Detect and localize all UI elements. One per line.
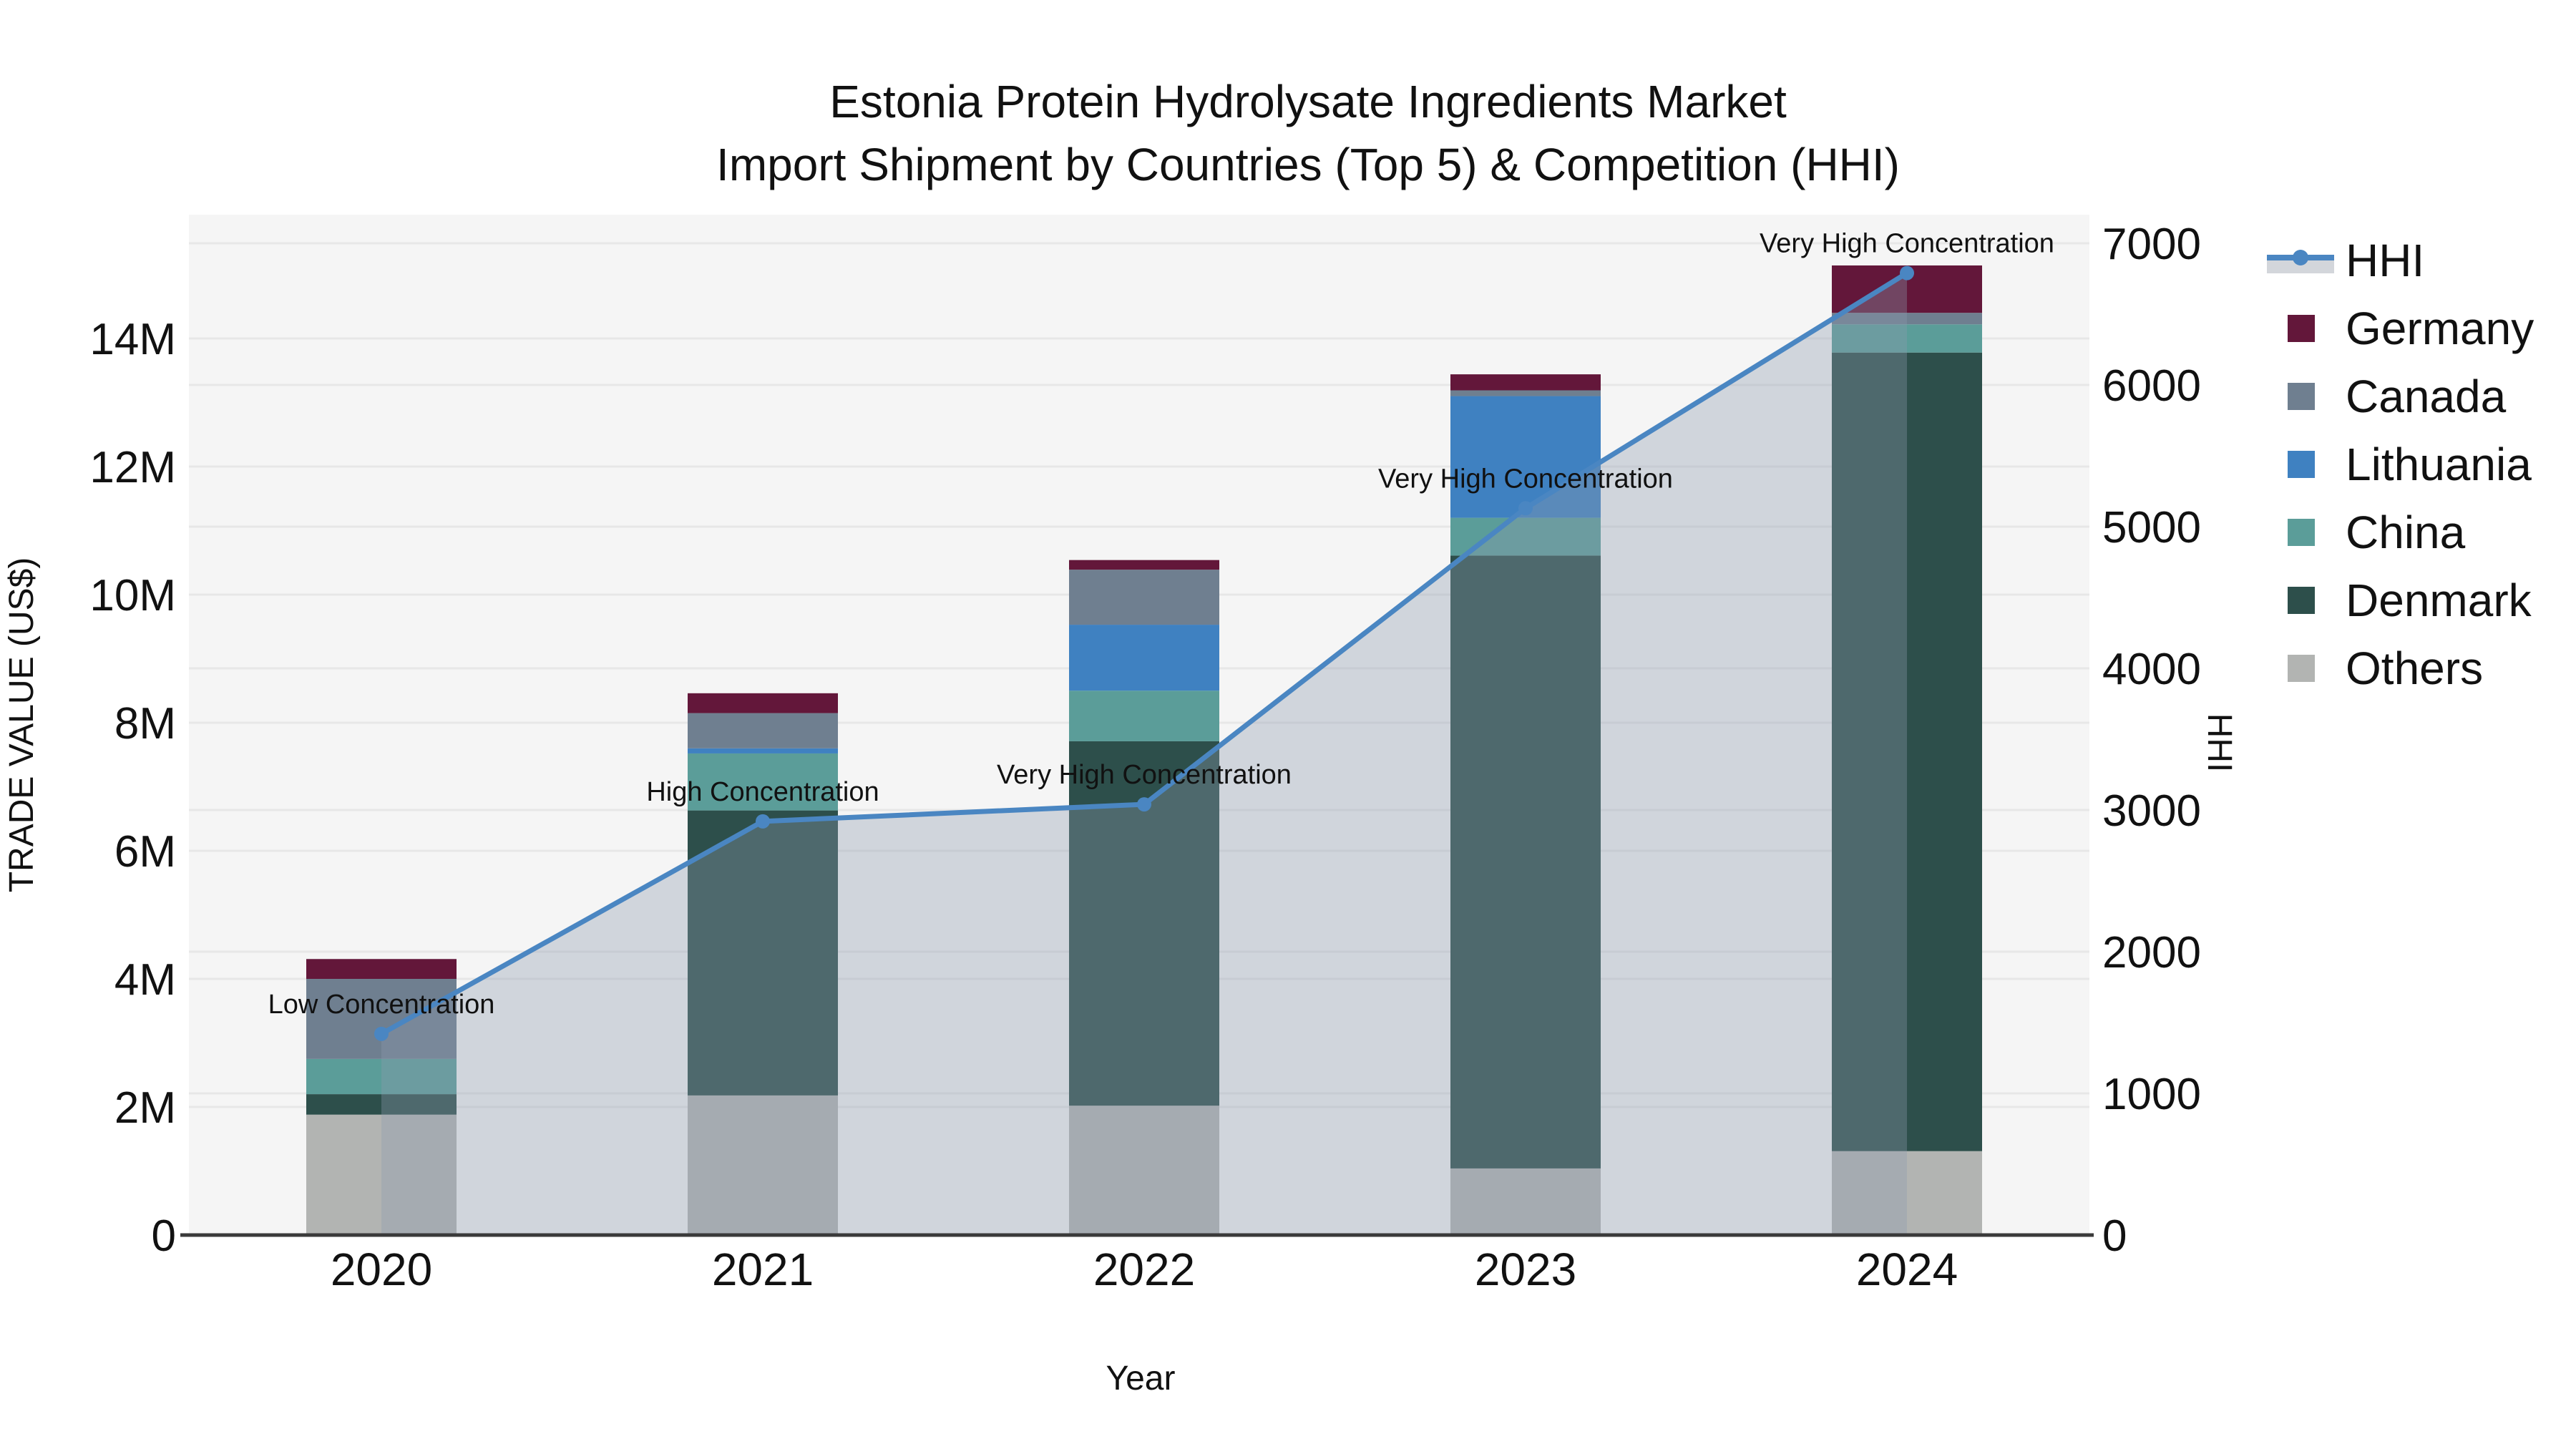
y-left-tick-10M: 10M — [89, 571, 176, 620]
y-left-tick-2M: 2M — [114, 1083, 176, 1133]
hhi-marker-2021[interactable] — [756, 814, 770, 829]
bar-segment-germany-2021[interactable] — [688, 693, 838, 713]
annotation-2024: Very High Concentration — [1760, 229, 2054, 259]
annotation-2021: High Concentration — [646, 777, 879, 807]
legend-label-others: Others — [2346, 642, 2484, 694]
bar-segment-china-2024[interactable] — [1832, 324, 1982, 353]
bar-segment-others-2021[interactable] — [688, 1095, 838, 1235]
legend-label-denmark: Denmark — [2346, 574, 2532, 626]
y-right-tick-5000: 5000 — [2102, 503, 2201, 552]
y-left-tick-4M: 4M — [114, 955, 176, 1005]
bar-segment-others-2024[interactable] — [1832, 1151, 1982, 1235]
bar-segment-others-2022[interactable] — [1069, 1106, 1219, 1235]
y-left-tick-12M: 12M — [89, 443, 176, 492]
bar-segment-denmark-2023[interactable] — [1450, 555, 1601, 1169]
germany-swatch-icon — [2288, 314, 2315, 342]
legend-label-germany: Germany — [2346, 302, 2534, 354]
hhi-marker-2022[interactable] — [1137, 797, 1151, 812]
bar-segment-lithuania-2023[interactable] — [1450, 396, 1601, 518]
bar-segment-denmark-2020[interactable] — [306, 1094, 457, 1115]
y-right-tick-3000: 3000 — [2102, 786, 2201, 836]
annotation-2020: Low Concentration — [268, 990, 495, 1020]
bar-segment-germany-2020[interactable] — [306, 959, 457, 979]
annotation-2022: Very High Concentration — [997, 760, 1292, 790]
others-swatch-icon — [2288, 654, 2315, 682]
bar-segment-lithuania-2021[interactable] — [688, 748, 838, 753]
x-tick-2023: 2023 — [1475, 1244, 1576, 1295]
y-right-tick-0: 0 — [2102, 1211, 2127, 1261]
y-right-tick-2000: 2000 — [2102, 928, 2201, 977]
y-right-tick-4000: 4000 — [2102, 645, 2201, 694]
bar-segment-canada-2021[interactable] — [688, 713, 838, 748]
denmark-swatch-icon — [2288, 586, 2315, 614]
lithuania-swatch-icon — [2288, 450, 2315, 478]
hhi-marker-2024[interactable] — [1900, 265, 1914, 280]
y-left-axis-title: TRADE VALUE (US$) — [3, 557, 41, 893]
y-left-tick-6M: 6M — [114, 827, 176, 877]
x-tick-2022: 2022 — [1093, 1244, 1195, 1295]
bar-segment-china-2020[interactable] — [306, 1058, 457, 1095]
legend-label-hhi: HHI — [2346, 234, 2425, 286]
legend-item-hhi[interactable]: HHI — [2261, 226, 2534, 294]
x-tick-2021: 2021 — [712, 1244, 814, 1295]
bar-segment-denmark-2024[interactable] — [1832, 352, 1982, 1151]
y-right-tick-6000: 6000 — [2102, 361, 2201, 411]
bar-segment-canada-2022[interactable] — [1069, 570, 1219, 625]
bar-segment-germany-2023[interactable] — [1450, 374, 1601, 391]
bar-segment-lithuania-2022[interactable] — [1069, 625, 1219, 691]
x-tick-2020: 2020 — [331, 1244, 432, 1295]
legend-label-canada: Canada — [2346, 370, 2507, 422]
hhi-line-swatch-icon — [2261, 243, 2336, 278]
legend-item-others[interactable]: Others — [2261, 634, 2534, 702]
chart-title: Estonia Protein Hydrolysate Ingredients … — [40, 70, 2576, 196]
bar-segment-canada-2020[interactable] — [306, 979, 457, 1059]
legend-item-china[interactable]: China — [2261, 498, 2534, 566]
bar-segment-others-2023[interactable] — [1450, 1168, 1601, 1235]
legend-item-canada[interactable]: Canada — [2261, 362, 2534, 430]
canada-swatch-icon — [2288, 382, 2315, 410]
y-right-axis-title: HHI — [2200, 713, 2238, 773]
y-left-tick-14M: 14M — [89, 315, 176, 364]
bar-segment-canada-2024[interactable] — [1832, 313, 1982, 325]
annotation-2023: Very High Concentration — [1378, 464, 1673, 494]
y-left-tick-0: 0 — [152, 1211, 176, 1261]
legend-label-lithuania: Lithuania — [2346, 438, 2532, 490]
x-axis-title: Year — [1106, 1360, 1176, 1397]
bar-segment-denmark-2021[interactable] — [688, 810, 838, 1096]
chart-title-line2: Import Shipment by Countries (Top 5) & C… — [716, 139, 1900, 190]
legend-item-denmark[interactable]: Denmark — [2261, 566, 2534, 634]
legend-item-lithuania[interactable]: Lithuania — [2261, 430, 2534, 498]
y-left-tick-8M: 8M — [114, 699, 176, 748]
bar-segment-china-2022[interactable] — [1069, 691, 1219, 741]
bar-segment-germany-2022[interactable] — [1069, 560, 1219, 570]
legend-label-china: China — [2346, 506, 2466, 558]
hhi-marker-2023[interactable] — [1518, 501, 1533, 516]
bar-segment-china-2021[interactable] — [688, 753, 838, 811]
china-swatch-icon — [2288, 518, 2315, 546]
y-right-tick-1000: 1000 — [2102, 1070, 2201, 1119]
chart-title-line1: Estonia Protein Hydrolysate Ingredients … — [829, 76, 1787, 127]
y-right-tick-7000: 7000 — [2102, 220, 2201, 269]
bar-segment-others-2020[interactable] — [306, 1114, 457, 1235]
legend: HHI Germany Canada Lithuania China Denma… — [2261, 226, 2534, 702]
legend-item-germany[interactable]: Germany — [2261, 294, 2534, 362]
hhi-marker-2020[interactable] — [374, 1026, 389, 1041]
bar-segment-canada-2023[interactable] — [1450, 390, 1601, 396]
x-tick-2024: 2024 — [1856, 1244, 1958, 1295]
